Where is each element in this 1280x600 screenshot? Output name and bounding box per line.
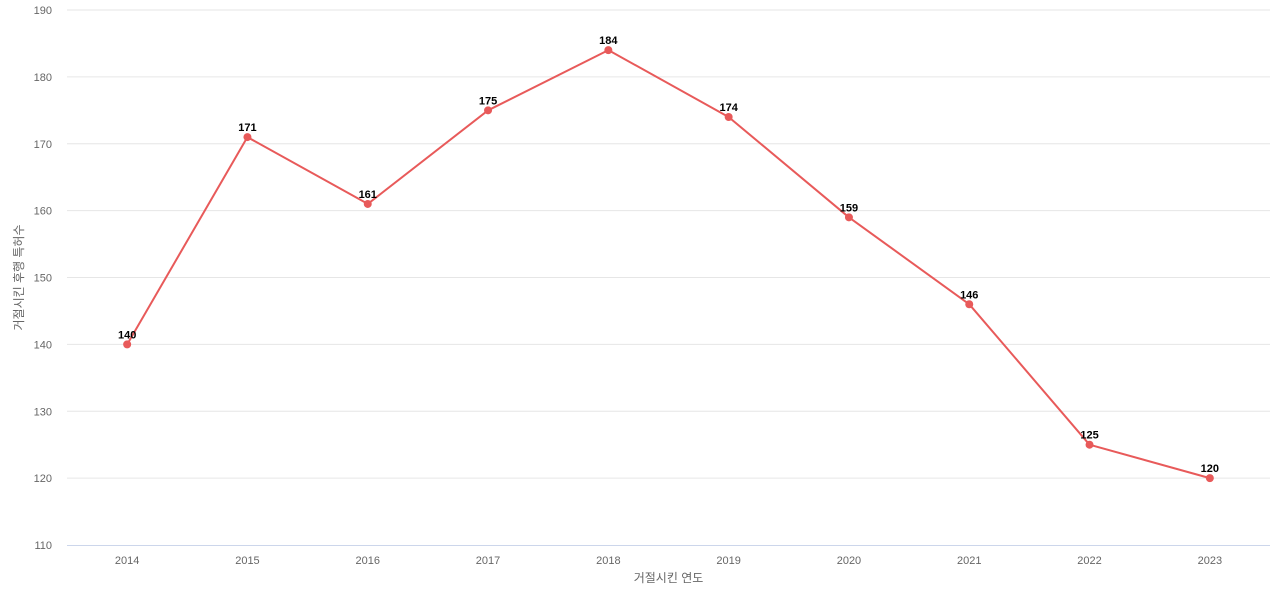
- data-point[interactable]: [243, 133, 252, 142]
- data-point[interactable]: [484, 106, 493, 115]
- y-axis-ticks: 110 120 130 140 150 160 170 180 190: [34, 5, 52, 552]
- data-label: 146: [960, 289, 978, 301]
- gridlines: [67, 9, 1270, 546]
- data-point[interactable]: [965, 300, 974, 309]
- y-tick-label: 190: [34, 5, 52, 17]
- x-axis-title: 거절시킨 연도: [634, 571, 704, 585]
- y-tick-label: 110: [34, 540, 52, 552]
- x-tick-label: 2019: [716, 555, 740, 567]
- data-point[interactable]: [363, 199, 372, 208]
- data-label: 161: [359, 189, 377, 201]
- data-labels: 140 171 161 175 184 174 159 146 125 120: [118, 35, 1219, 475]
- data-point[interactable]: [1085, 440, 1094, 449]
- y-axis-title: 거절시킨 후행 특허수: [11, 224, 26, 330]
- x-tick-label: 2018: [596, 555, 620, 567]
- data-point[interactable]: [604, 46, 613, 55]
- x-axis-ticks: 2014 2015 2016 2017 2018 2019 2020 2021 2022 2023: [115, 555, 1222, 567]
- data-label: 125: [1080, 430, 1098, 442]
- x-tick-label: 2020: [837, 555, 861, 567]
- y-tick-label: 120: [34, 473, 52, 485]
- data-point[interactable]: [724, 113, 733, 121]
- data-label: 174: [719, 102, 738, 114]
- x-tick-label: 2021: [957, 555, 981, 567]
- data-label: 175: [479, 95, 497, 107]
- x-tick-label: 2016: [356, 555, 380, 567]
- series-group: [123, 46, 1214, 483]
- y-tick-label: 160: [34, 206, 52, 218]
- y-tick-label: 150: [34, 273, 52, 285]
- data-point[interactable]: [123, 340, 132, 349]
- y-tick-label: 130: [34, 406, 52, 418]
- data-label: 171: [238, 122, 256, 134]
- y-tick-label: 140: [34, 339, 52, 351]
- y-tick-label: 170: [34, 139, 52, 151]
- x-tick-label: 2017: [476, 555, 500, 567]
- y-tick-label: 180: [34, 72, 52, 84]
- data-point[interactable]: [1205, 474, 1214, 483]
- data-label: 159: [840, 202, 858, 214]
- x-tick-label: 2023: [1198, 555, 1222, 567]
- data-point[interactable]: [844, 213, 853, 222]
- x-tick-label: 2014: [115, 555, 139, 567]
- data-label: 184: [599, 35, 618, 47]
- x-tick-label: 2015: [235, 555, 259, 567]
- x-tick-label: 2022: [1077, 555, 1101, 567]
- data-label: 140: [118, 329, 136, 341]
- series-line: [126, 49, 1211, 480]
- data-label: 120: [1201, 463, 1219, 475]
